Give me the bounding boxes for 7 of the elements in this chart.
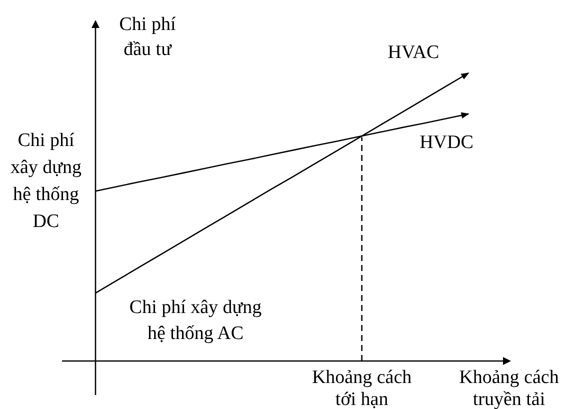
- x-axis-title: Khoảng cách truyền tải: [459, 367, 560, 409]
- annotation: Khoảng cách tới hạn: [312, 367, 412, 409]
- y-axis-title: Chi phí đầu tư: [119, 14, 176, 60]
- series-label: HVDC: [420, 132, 474, 153]
- annotation: Chi phí xây dựng hệ thống AC: [129, 297, 262, 344]
- annotation: Chi phí xây dựng hệ thống DC: [10, 130, 82, 232]
- series-label: HVAC: [388, 42, 440, 63]
